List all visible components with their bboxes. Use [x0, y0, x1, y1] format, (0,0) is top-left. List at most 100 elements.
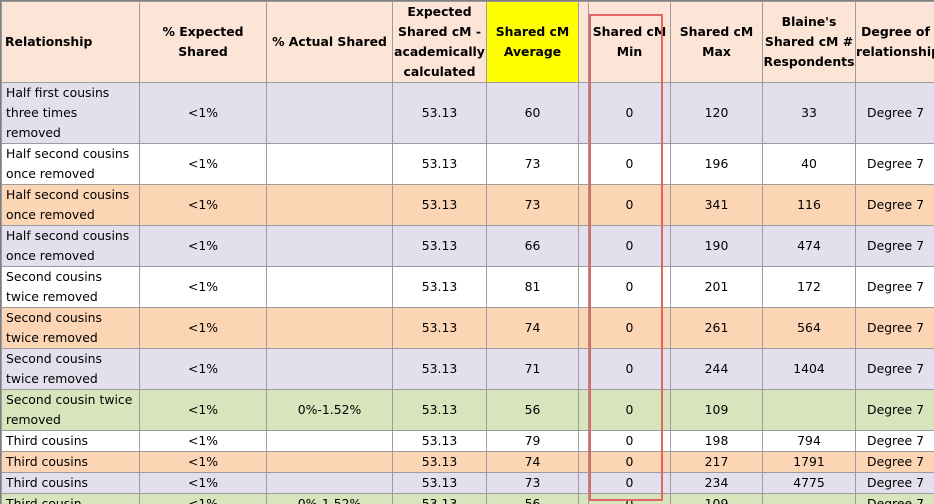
- cell-actual-pct[interactable]: [266, 82, 393, 144]
- cell-degree[interactable]: Degree 7: [855, 82, 934, 144]
- cell-min[interactable]: 0: [588, 184, 671, 226]
- cell-min[interactable]: 0: [588, 307, 671, 349]
- cell-min[interactable]: 0: [588, 389, 671, 431]
- cell-degree[interactable]: Degree 7: [855, 430, 934, 452]
- cell-respondents[interactable]: 564: [762, 307, 856, 349]
- cell-actual-pct[interactable]: [266, 472, 393, 494]
- cell-relationship[interactable]: Third cousin: [1, 493, 140, 504]
- cell-actual-pct[interactable]: 0%-1.52%: [266, 493, 393, 504]
- cell-actual-pct[interactable]: 0%-1.52%: [266, 389, 393, 431]
- cell-relationship[interactable]: Half second cousins once removed: [1, 184, 140, 226]
- cell-expected-cm[interactable]: 53.13: [392, 307, 487, 349]
- cell-max[interactable]: 198: [670, 430, 763, 452]
- cell-relationship[interactable]: Third cousins: [1, 472, 140, 494]
- cell-expected-cm[interactable]: 53.13: [392, 184, 487, 226]
- cell-min[interactable]: 0: [588, 451, 671, 473]
- cell-actual-pct[interactable]: [266, 430, 393, 452]
- header-expected-cm[interactable]: Expected Shared cM - academically calculate…: [392, 1, 487, 83]
- cell-expected-cm[interactable]: 53.13: [392, 389, 487, 431]
- cell-respondents[interactable]: 474: [762, 225, 856, 267]
- cell-respondents[interactable]: [762, 493, 856, 504]
- cell-expected-cm[interactable]: 53.13: [392, 430, 487, 452]
- cell-degree[interactable]: Degree 7: [855, 225, 934, 267]
- cell-actual-pct[interactable]: [266, 451, 393, 473]
- cell-expected-cm[interactable]: 53.13: [392, 225, 487, 267]
- header-average[interactable]: Shared cM Average: [486, 1, 579, 83]
- cell-relationship[interactable]: Second cousins twice removed: [1, 266, 140, 308]
- cell-respondents[interactable]: 172: [762, 266, 856, 308]
- cell-relationship[interactable]: Second cousin twice removed: [1, 389, 140, 431]
- cell-max[interactable]: 341: [670, 184, 763, 226]
- cell-relationship[interactable]: Half second cousins once removed: [1, 143, 140, 185]
- cell-min[interactable]: 0: [588, 266, 671, 308]
- cell-average[interactable]: 74: [486, 307, 579, 349]
- cell-respondents[interactable]: 116: [762, 184, 856, 226]
- cell-expected-cm[interactable]: 53.13: [392, 493, 487, 504]
- cell-average[interactable]: 66: [486, 225, 579, 267]
- cell-max[interactable]: 109: [670, 389, 763, 431]
- cell-respondents[interactable]: 33: [762, 82, 856, 144]
- cell-degree[interactable]: Degree 7: [855, 307, 934, 349]
- cell-average[interactable]: 81: [486, 266, 579, 308]
- cell-respondents[interactable]: 1404: [762, 348, 856, 390]
- cell-average[interactable]: 73: [486, 143, 579, 185]
- cell-min[interactable]: 0: [588, 143, 671, 185]
- cell-actual-pct[interactable]: [266, 225, 393, 267]
- cell-average[interactable]: 73: [486, 184, 579, 226]
- cell-min[interactable]: 0: [588, 430, 671, 452]
- cell-expected-pct[interactable]: <1%: [139, 493, 267, 504]
- cell-min[interactable]: 0: [588, 493, 671, 504]
- cell-degree[interactable]: Degree 7: [855, 266, 934, 308]
- cell-max[interactable]: 190: [670, 225, 763, 267]
- cell-expected-pct[interactable]: <1%: [139, 82, 267, 144]
- cell-relationship[interactable]: Third cousins: [1, 451, 140, 473]
- header-relationship[interactable]: Relationship: [1, 1, 140, 83]
- cell-max[interactable]: 109: [670, 493, 763, 504]
- cell-relationship[interactable]: Third cousins: [1, 430, 140, 452]
- cell-expected-cm[interactable]: 53.13: [392, 451, 487, 473]
- cell-expected-pct[interactable]: <1%: [139, 143, 267, 185]
- cell-min[interactable]: 0: [588, 472, 671, 494]
- cell-min[interactable]: 0: [588, 225, 671, 267]
- cell-actual-pct[interactable]: [266, 348, 393, 390]
- cell-respondents[interactable]: 794: [762, 430, 856, 452]
- cell-average[interactable]: 73: [486, 472, 579, 494]
- cell-expected-cm[interactable]: 53.13: [392, 266, 487, 308]
- cell-expected-pct[interactable]: <1%: [139, 225, 267, 267]
- cell-degree[interactable]: Degree 7: [855, 472, 934, 494]
- cell-average[interactable]: 74: [486, 451, 579, 473]
- cell-expected-pct[interactable]: <1%: [139, 451, 267, 473]
- header-max[interactable]: Shared cM Max: [670, 1, 763, 83]
- cell-expected-cm[interactable]: 53.13: [392, 472, 487, 494]
- cell-max[interactable]: 196: [670, 143, 763, 185]
- cell-expected-cm[interactable]: 53.13: [392, 348, 487, 390]
- cell-max[interactable]: 244: [670, 348, 763, 390]
- header-actual-pct[interactable]: % Actual Shared: [266, 1, 393, 83]
- cell-min[interactable]: 0: [588, 82, 671, 144]
- cell-relationship[interactable]: Half second cousins once removed: [1, 225, 140, 267]
- cell-relationship[interactable]: Half first cousins three times removed: [1, 82, 140, 144]
- cell-max[interactable]: 217: [670, 451, 763, 473]
- cell-average[interactable]: 71: [486, 348, 579, 390]
- cell-degree[interactable]: Degree 7: [855, 184, 934, 226]
- header-respondents[interactable]: Blaine's Shared cM # Respondents: [762, 1, 856, 83]
- cell-expected-pct[interactable]: <1%: [139, 307, 267, 349]
- header-min[interactable]: Shared cM Min: [588, 1, 671, 83]
- cell-max[interactable]: 261: [670, 307, 763, 349]
- cell-expected-pct[interactable]: <1%: [139, 348, 267, 390]
- header-degree[interactable]: Degree of relationship: [855, 1, 934, 83]
- cell-average[interactable]: 60: [486, 82, 579, 144]
- cell-expected-cm[interactable]: 53.13: [392, 82, 487, 144]
- cell-max[interactable]: 120: [670, 82, 763, 144]
- cell-actual-pct[interactable]: [266, 184, 393, 226]
- cell-average[interactable]: 79: [486, 430, 579, 452]
- cell-degree[interactable]: Degree 7: [855, 493, 934, 504]
- cell-max[interactable]: 201: [670, 266, 763, 308]
- cell-expected-pct[interactable]: <1%: [139, 430, 267, 452]
- cell-respondents[interactable]: 1791: [762, 451, 856, 473]
- cell-actual-pct[interactable]: [266, 143, 393, 185]
- cell-degree[interactable]: Degree 7: [855, 143, 934, 185]
- cell-actual-pct[interactable]: [266, 266, 393, 308]
- cell-max[interactable]: 234: [670, 472, 763, 494]
- cell-respondents[interactable]: 40: [762, 143, 856, 185]
